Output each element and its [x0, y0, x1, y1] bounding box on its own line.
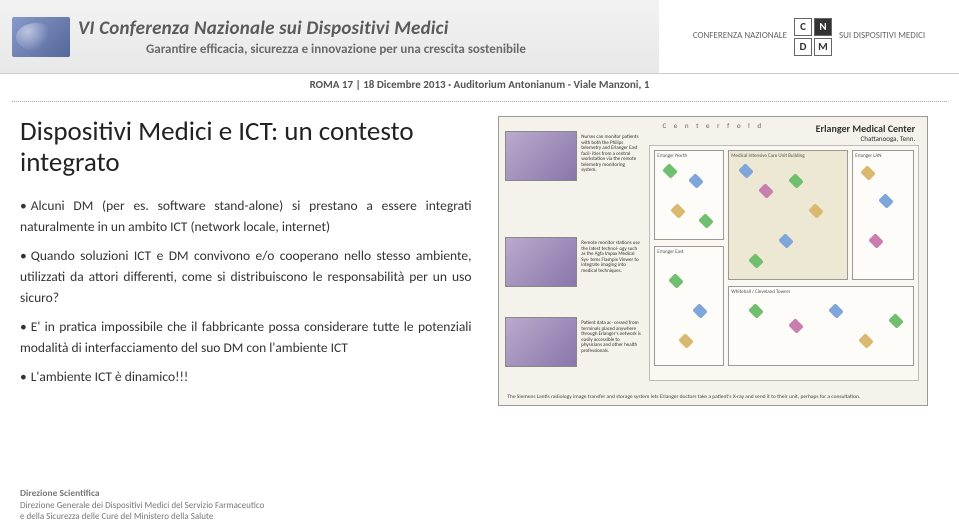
bullet-list: Alcuni DM (per es. software stand-alone)…: [20, 196, 472, 387]
footer-line1: Direzione Scientifica: [20, 487, 264, 499]
slide-footer: Direzione Scientifica Direzione Generale…: [20, 487, 264, 523]
map-zone: Erlanger East: [654, 246, 724, 366]
header-right-right-label: SUI DISPOSITIVI MEDICI: [839, 31, 925, 42]
footer-line2: Direzione Generale dei Dispositivi Medic…: [20, 500, 264, 512]
bullet-item: Quando soluzioni ICT e DM convivono e/o …: [20, 246, 472, 309]
diagram-subtitle: Chattanooga, Tenn.: [816, 135, 916, 143]
header-left: VI Conferenza Nazionale sui Dispositivi …: [0, 0, 659, 73]
diagram-caption: The Siemens Lantis radiology image trans…: [507, 394, 919, 401]
header-right-left-label: CONFERENZA NAZIONALE: [693, 31, 787, 42]
cndm-logo: C N D M: [793, 17, 833, 57]
logo-letter: M: [814, 38, 832, 56]
map-zone: Erlanger North: [654, 150, 724, 240]
diagram-photo-3: [505, 317, 577, 367]
diagram-photo-1: [505, 131, 577, 181]
slide-header: VI Conferenza Nazionale sui Dispositivi …: [0, 0, 959, 74]
slide-body: Dispositivi Medici e ICT: un contesto in…: [0, 102, 959, 414]
content-left: Dispositivi Medici e ICT: un contesto in…: [20, 116, 472, 406]
diagram-title-block: Erlanger Medical Center Chattanooga, Ten…: [816, 123, 916, 143]
footer-line3: e della Sicurezza delle Cure del Ministe…: [20, 511, 264, 523]
diagram-map: Erlanger North Medical Intensive Care Un…: [649, 145, 919, 381]
logo-letter: N: [814, 18, 832, 36]
map-zone: Whitehall / Cleveland Towers: [728, 286, 914, 366]
diagram-annot-2: Remote monitor stations use the latest t…: [581, 241, 641, 274]
content-right: C e n t e r f o l d Erlanger Medical Cen…: [488, 116, 940, 406]
header-top-row: VI Conferenza Nazionale sui Dispositivi …: [12, 17, 659, 57]
logo-letter: C: [794, 18, 812, 36]
diagram-annot-3: Patient data ac- cessed from terminals p…: [581, 321, 641, 354]
slide-title: Dispositivi Medici e ICT: un contesto in…: [20, 116, 472, 178]
logo-letter: D: [794, 38, 812, 56]
header-date-line: ROMA 17 | 18 Dicembre 2013 · Auditorium …: [12, 74, 947, 102]
bullet-item: E' in pratica impossibile che il fabbric…: [20, 317, 472, 359]
brain-icon: [12, 17, 70, 57]
conference-title: VI Conferenza Nazionale sui Dispositivi …: [78, 17, 526, 40]
bullet-item: Alcuni DM (per es. software stand-alone)…: [20, 196, 472, 238]
network-diagram: C e n t e r f o l d Erlanger Medical Cen…: [498, 116, 928, 406]
header-right: CONFERENZA NAZIONALE C N D M SUI DISPOSI…: [659, 0, 959, 73]
diagram-centerfold: C e n t e r f o l d: [662, 121, 764, 130]
diagram-photo-2: [505, 237, 577, 287]
bullet-item: L'ambiente ICT è dinamico!!!: [20, 367, 472, 388]
conference-subtitle: Garantire efficacia, sicurezza e innovaz…: [146, 42, 526, 57]
diagram-annot-1: Nurses can monitor patients with both th…: [581, 135, 641, 174]
